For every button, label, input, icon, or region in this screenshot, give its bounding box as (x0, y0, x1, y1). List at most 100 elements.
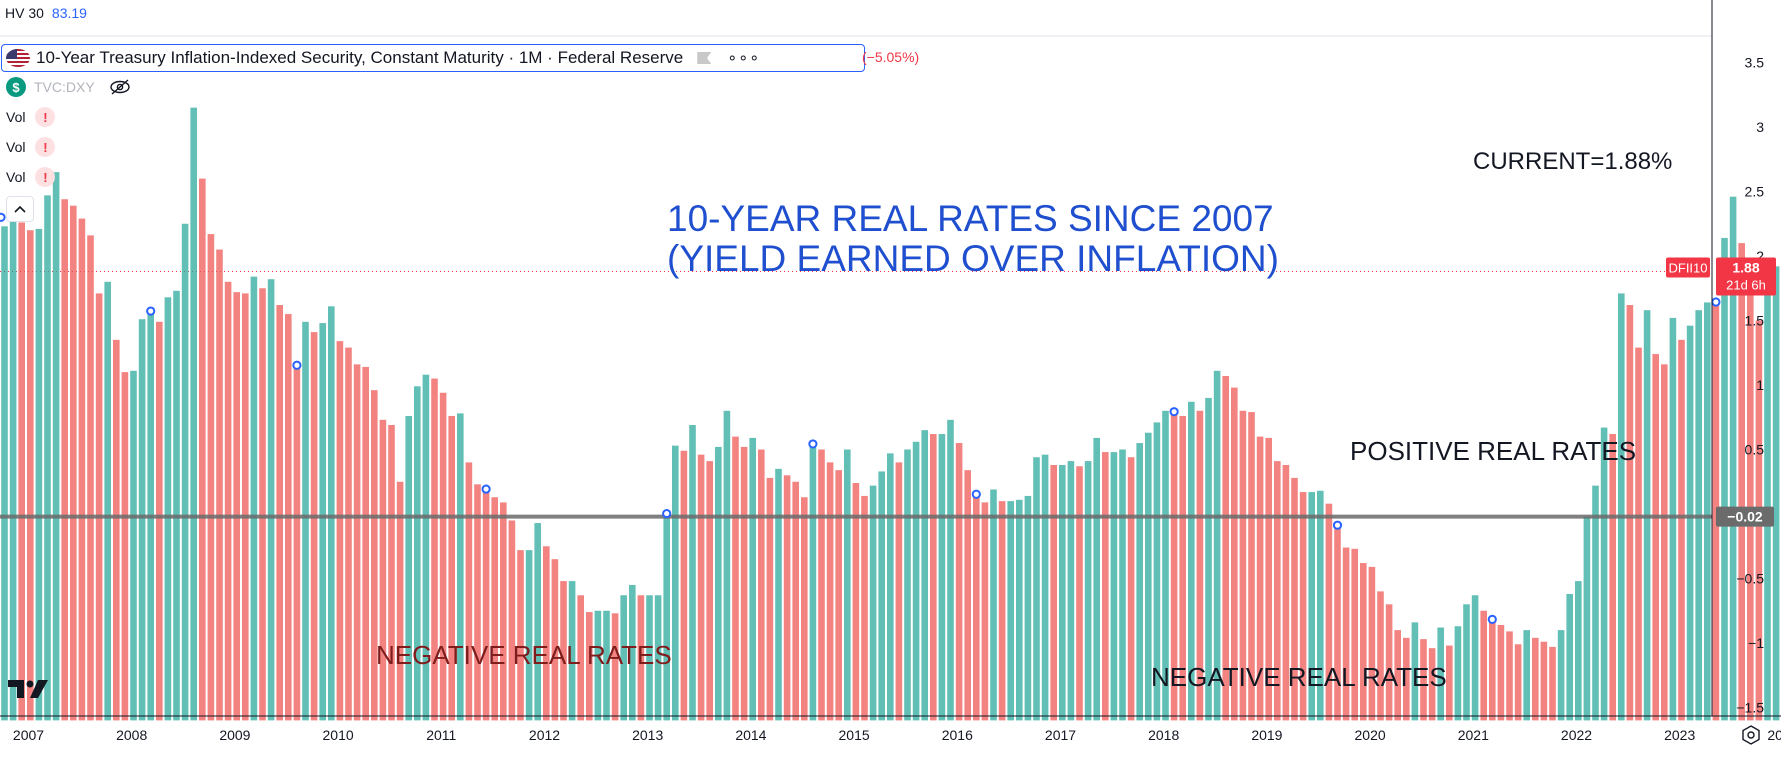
bar-54[interactable] (465, 462, 473, 721)
bar-146[interactable] (1256, 436, 1264, 721)
bar-91[interactable] (783, 475, 791, 721)
bar-105[interactable] (904, 449, 911, 721)
bar-143[interactable] (1231, 387, 1238, 721)
bar-183[interactable] (1575, 581, 1582, 721)
bar-11[interactable] (95, 293, 103, 721)
bar-24[interactable] (207, 234, 215, 721)
main-series-legend[interactable]: 10-Year Treasury Inflation-Indexed Secur… (1, 44, 865, 72)
event-marker-7[interactable] (1332, 520, 1343, 530)
bar-51[interactable] (439, 392, 447, 721)
collapse-legend-button[interactable] (6, 196, 34, 222)
bar-139[interactable] (1196, 410, 1204, 721)
bar-148[interactable] (1274, 461, 1281, 721)
price-tag-bg[interactable] (1716, 257, 1776, 296)
bar-108[interactable] (930, 434, 937, 721)
bar-127[interactable] (1093, 437, 1100, 721)
warning-icon[interactable]: ! (35, 167, 56, 187)
bar-44[interactable] (379, 419, 387, 721)
vol-row-1[interactable]: Vol ! (6, 107, 56, 127)
bar-159[interactable] (1368, 566, 1376, 721)
bar-88[interactable] (758, 449, 765, 721)
bar-136[interactable] (1170, 414, 1178, 721)
bar-1[interactable] (9, 221, 17, 721)
hidden-eye-icon[interactable] (109, 78, 131, 96)
bar-52[interactable] (448, 415, 455, 721)
bar-140[interactable] (1205, 397, 1212, 721)
bar-19[interactable] (164, 297, 172, 721)
bar-132[interactable] (1136, 443, 1143, 721)
bar-42[interactable] (362, 366, 369, 721)
bar-106[interactable] (912, 441, 920, 721)
bar-59[interactable] (508, 520, 516, 721)
bar-28[interactable] (242, 293, 249, 721)
bar-138[interactable] (1188, 401, 1195, 721)
bar-57[interactable] (491, 497, 498, 721)
bar-117[interactable] (1007, 501, 1014, 721)
bar-111[interactable] (955, 443, 963, 721)
bar-189[interactable] (1626, 305, 1634, 721)
bar-79[interactable] (680, 450, 688, 721)
bar-8[interactable] (70, 205, 77, 721)
bar-114[interactable] (981, 502, 989, 721)
bar-0[interactable] (1, 226, 8, 721)
bar-99[interactable] (852, 483, 860, 721)
bar-126[interactable] (1084, 461, 1092, 721)
bar-63[interactable] (543, 546, 550, 721)
bar-151[interactable] (1299, 492, 1307, 721)
event-marker-2[interactable] (481, 484, 491, 494)
bar-31[interactable] (267, 279, 275, 721)
bar-101[interactable] (869, 485, 877, 721)
bar-93[interactable] (801, 497, 808, 721)
bar-174[interactable] (1497, 624, 1505, 721)
bar-78[interactable] (672, 445, 679, 721)
bar-58[interactable] (500, 502, 507, 721)
bar-38[interactable] (328, 306, 335, 721)
vol-row-3[interactable]: Vol ! (6, 167, 56, 187)
bar-149[interactable] (1282, 464, 1290, 721)
bar-27[interactable] (233, 292, 240, 721)
event-marker-edge[interactable] (0, 212, 6, 222)
bar-194[interactable] (1669, 317, 1677, 721)
bar-184[interactable] (1583, 516, 1591, 721)
bar-124[interactable] (1067, 461, 1075, 721)
bar-171[interactable] (1471, 595, 1479, 721)
bar-53[interactable] (457, 413, 464, 721)
bar-34[interactable] (293, 368, 301, 721)
bar-25[interactable] (216, 249, 223, 721)
bar-56[interactable] (482, 492, 490, 721)
bar-179[interactable] (1540, 641, 1548, 721)
bar-75[interactable] (646, 595, 653, 721)
bar-77[interactable] (663, 516, 670, 721)
bar-76[interactable] (654, 595, 662, 721)
event-marker-9[interactable] (1711, 297, 1721, 307)
bar-145[interactable] (1248, 412, 1255, 721)
bar-177[interactable] (1523, 630, 1530, 721)
bar-32[interactable] (276, 305, 283, 721)
bar-166[interactable] (1428, 648, 1436, 721)
bar-141[interactable] (1213, 370, 1221, 721)
bar-144[interactable] (1239, 410, 1247, 721)
bar-134[interactable] (1153, 422, 1161, 721)
bar-129[interactable] (1110, 452, 1118, 721)
bar-193[interactable] (1661, 364, 1668, 721)
bar-6[interactable] (52, 172, 60, 721)
bar-71[interactable] (611, 613, 619, 721)
bar-97[interactable] (835, 470, 842, 721)
event-marker-5[interactable] (971, 489, 981, 499)
bar-69[interactable] (594, 610, 602, 721)
bar-47[interactable] (405, 415, 412, 721)
bar-155[interactable] (1334, 528, 1341, 721)
event-marker-4[interactable] (808, 439, 818, 449)
bar-192[interactable] (1652, 354, 1659, 721)
bar-92[interactable] (792, 481, 799, 721)
bar-3[interactable] (27, 230, 34, 721)
bar-68[interactable] (586, 612, 593, 721)
bar-198[interactable] (1704, 302, 1711, 721)
warning-icon[interactable]: ! (35, 137, 56, 157)
event-marker-3[interactable] (662, 508, 672, 519)
bar-96[interactable] (826, 462, 834, 721)
bar-30[interactable] (259, 288, 266, 721)
bar-13[interactable] (113, 339, 120, 721)
bar-188[interactable] (1618, 293, 1625, 721)
bar-187[interactable] (1609, 434, 1616, 721)
